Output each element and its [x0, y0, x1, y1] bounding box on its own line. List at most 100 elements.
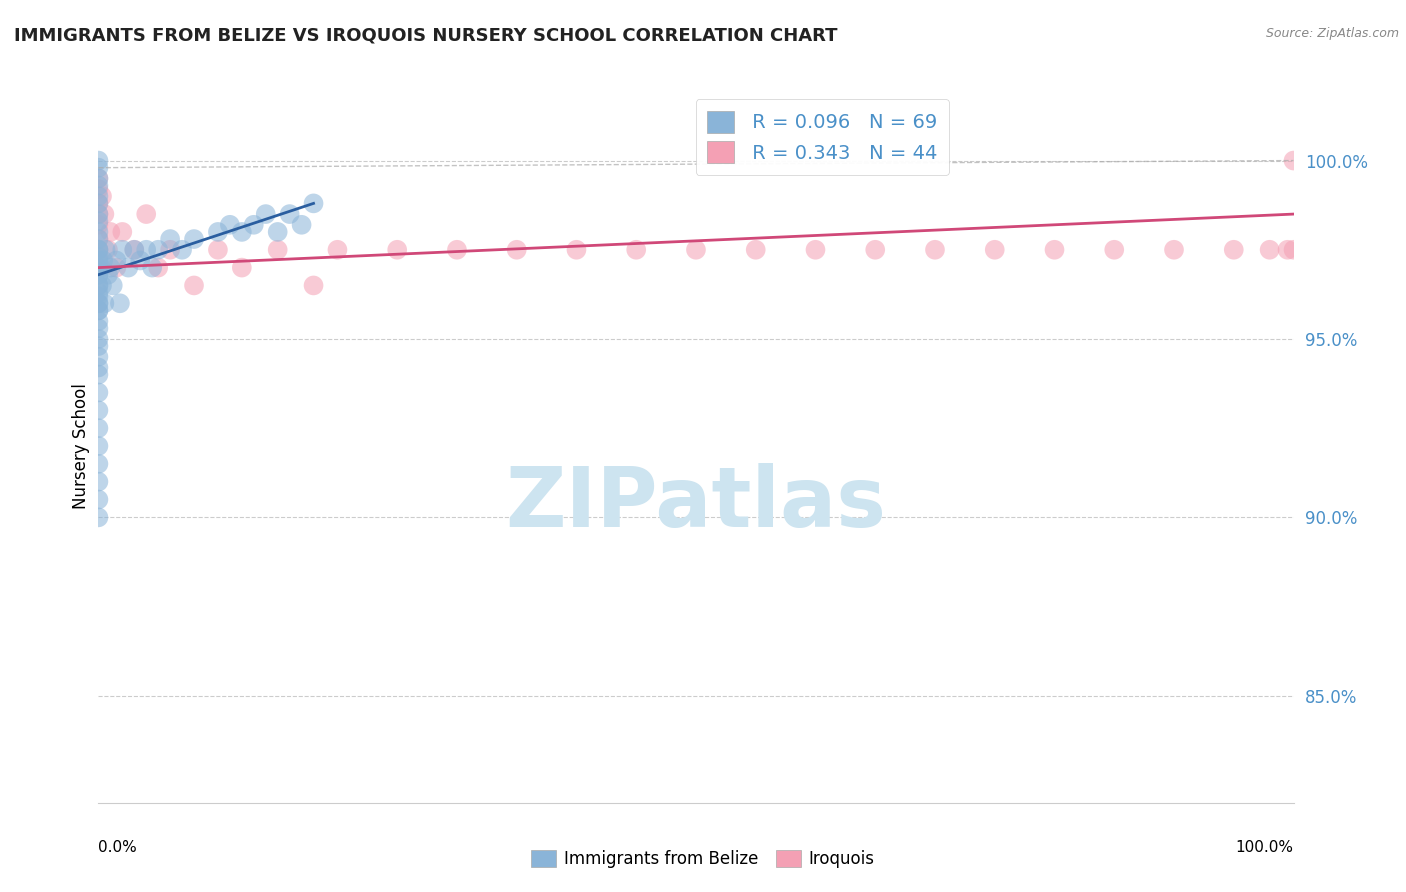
Point	[506, 243, 529, 257]
Point	[1102, 243, 1125, 257]
Point	[87, 218, 110, 232]
Point	[87, 182, 110, 196]
Point	[87, 475, 110, 489]
Point	[91, 189, 114, 203]
Point	[111, 243, 134, 257]
Point	[87, 260, 110, 275]
Point	[302, 278, 325, 293]
Point	[172, 243, 194, 257]
Point	[1277, 243, 1299, 257]
Point	[624, 243, 647, 257]
Point	[135, 207, 157, 221]
Point	[87, 253, 110, 268]
Point	[148, 243, 170, 257]
Point	[91, 278, 114, 293]
Point	[117, 260, 139, 275]
Point	[87, 492, 110, 507]
Point	[87, 421, 110, 435]
Point	[159, 243, 181, 257]
Point	[290, 218, 312, 232]
Point	[87, 250, 110, 264]
Point	[183, 278, 205, 293]
Point	[129, 253, 152, 268]
Point	[108, 296, 131, 310]
Point	[87, 332, 110, 346]
Point	[148, 260, 170, 275]
Point	[87, 207, 110, 221]
Point	[1282, 153, 1305, 168]
Text: 0.0%: 0.0%	[98, 840, 138, 855]
Point	[231, 225, 253, 239]
Point	[87, 196, 110, 211]
Point	[685, 243, 707, 257]
Point	[87, 153, 110, 168]
Point	[87, 189, 110, 203]
Text: IMMIGRANTS FROM BELIZE VS IROQUOIS NURSERY SCHOOL CORRELATION CHART: IMMIGRANTS FROM BELIZE VS IROQUOIS NURSE…	[14, 27, 838, 45]
Point	[87, 303, 110, 318]
Point	[97, 243, 120, 257]
Point	[124, 243, 146, 257]
Point	[254, 207, 277, 221]
Point	[91, 253, 114, 268]
Point	[93, 207, 115, 221]
Point	[87, 278, 110, 293]
Point	[87, 368, 110, 382]
Point	[87, 207, 110, 221]
Point	[94, 243, 117, 257]
Point	[87, 225, 110, 239]
Point	[267, 225, 290, 239]
Text: Source: ZipAtlas.com: Source: ZipAtlas.com	[1265, 27, 1399, 40]
Text: ZIPatlas: ZIPatlas	[506, 463, 886, 543]
Point	[1043, 243, 1066, 257]
Point	[242, 218, 264, 232]
Legend:  R = 0.096   N = 69,  R = 0.343   N = 44: R = 0.096 N = 69, R = 0.343 N = 44	[696, 99, 949, 175]
Point	[863, 243, 886, 257]
Point	[87, 196, 110, 211]
Point	[87, 285, 110, 300]
Point	[804, 243, 827, 257]
Text: 100.0%: 100.0%	[1236, 840, 1294, 855]
Point	[983, 243, 1005, 257]
Point	[111, 225, 134, 239]
Point	[98, 225, 122, 239]
Point	[87, 296, 110, 310]
Y-axis label: Nursery School: Nursery School	[72, 383, 90, 509]
Point	[87, 321, 110, 335]
Point	[159, 232, 181, 246]
Point	[87, 161, 110, 175]
Point	[87, 232, 110, 246]
Point	[124, 243, 146, 257]
Point	[745, 243, 768, 257]
Point	[87, 385, 110, 400]
Point	[231, 260, 253, 275]
Point	[87, 296, 110, 310]
Point	[87, 268, 110, 282]
Point	[207, 225, 229, 239]
Point	[446, 243, 468, 257]
Point	[326, 243, 349, 257]
Point	[87, 214, 110, 228]
Point	[219, 218, 242, 232]
Point	[87, 339, 110, 353]
Point	[87, 243, 110, 257]
Point	[87, 253, 110, 268]
Point	[87, 403, 110, 417]
Point	[267, 243, 290, 257]
Point	[87, 360, 110, 375]
Point	[98, 260, 122, 275]
Point	[924, 243, 946, 257]
Point	[87, 350, 110, 364]
Point	[141, 260, 163, 275]
Point	[1222, 243, 1246, 257]
Point	[105, 260, 128, 275]
Point	[87, 439, 110, 453]
Point	[87, 510, 110, 524]
Point	[87, 260, 110, 275]
Point	[87, 243, 110, 257]
Point	[101, 278, 124, 293]
Point	[302, 196, 325, 211]
Point	[183, 232, 205, 246]
Point	[87, 171, 110, 186]
Point	[565, 243, 588, 257]
Point	[135, 243, 157, 257]
